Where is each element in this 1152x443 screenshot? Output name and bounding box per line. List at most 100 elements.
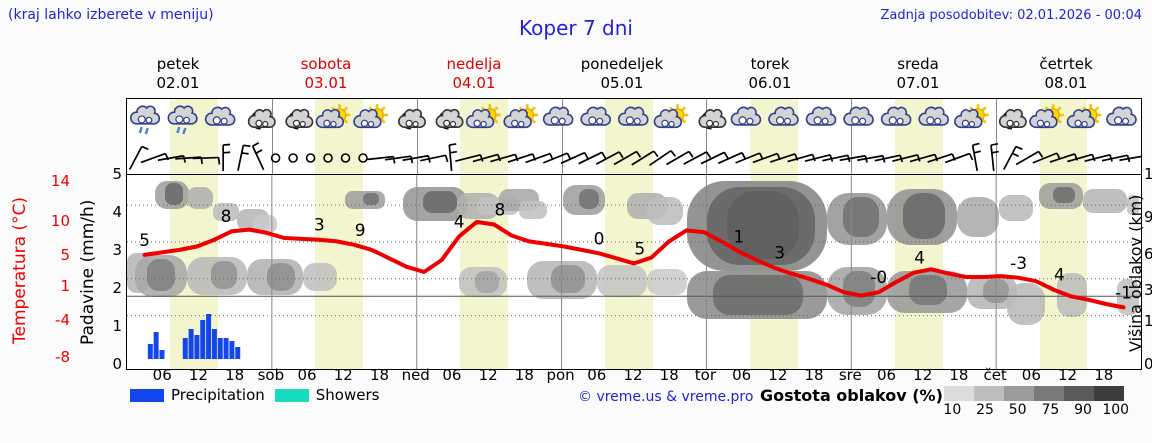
precipitation-bar bbox=[217, 338, 223, 359]
cloud-blob bbox=[475, 271, 499, 293]
cloud-blob bbox=[423, 191, 457, 213]
precipitation-bars bbox=[147, 314, 241, 359]
precipitation-tick: 5 bbox=[112, 165, 122, 183]
day-name: petek bbox=[156, 55, 200, 73]
cloud-height-tick: 3.5 bbox=[1144, 281, 1152, 299]
precipitation-bar bbox=[147, 344, 153, 359]
day-column-nedelja: nedelja 04.01 bbox=[400, 55, 548, 95]
wind-barb bbox=[971, 142, 982, 171]
x-tick-label: 12 bbox=[913, 366, 933, 384]
cloud-height-tick: 1.5 bbox=[1144, 312, 1152, 330]
wind-barb bbox=[787, 153, 816, 163]
last-updated-label: Zadnja posodobitev: 02.01.2026 - 00:04 bbox=[880, 8, 1142, 23]
x-tick-label: pon bbox=[546, 366, 575, 384]
sun-cloud-icon bbox=[1029, 104, 1064, 129]
cloud-density-step-label: 75 bbox=[1041, 402, 1060, 418]
day-date: 05.01 bbox=[600, 74, 644, 92]
wind-barb bbox=[140, 152, 170, 164]
x-tick-label: 12 bbox=[768, 366, 788, 384]
day-column-torek: torek 06.01 bbox=[696, 55, 844, 95]
x-tick-label: ned bbox=[401, 366, 430, 384]
day-name: sreda bbox=[897, 55, 939, 73]
wind-barb bbox=[323, 153, 333, 163]
temperature-label: 1 bbox=[733, 228, 744, 248]
precipitation-bar bbox=[211, 329, 217, 359]
precipitation-color-swatch bbox=[130, 388, 164, 402]
cloud-height-tick: 0 bbox=[1144, 355, 1152, 373]
wind-barb bbox=[448, 143, 458, 172]
cloud-density-step bbox=[1064, 386, 1094, 401]
sun-cloud-icon bbox=[353, 104, 388, 129]
cloud-blob bbox=[579, 189, 599, 209]
x-tick-label: sob bbox=[257, 366, 285, 384]
temperature-value-labels: 5 8 3 9 4 8 0 5 1 3 -0 4 -3 4 -1 bbox=[139, 200, 1132, 303]
wind-barb bbox=[1119, 155, 1141, 162]
cloud-blob bbox=[1053, 187, 1075, 203]
temperature-tick: -4 bbox=[55, 311, 70, 329]
sun-cloud-icon bbox=[503, 104, 539, 129]
x-tick-label: 12 bbox=[188, 366, 208, 384]
precipitation-legend: Precipitation Showers bbox=[130, 386, 379, 404]
legend-item-showers: Showers bbox=[274, 386, 379, 404]
wind-barb bbox=[222, 143, 231, 171]
x-tick-label: 06 bbox=[152, 366, 172, 384]
wind-barb bbox=[367, 155, 396, 164]
sun-cloud-icon bbox=[315, 104, 351, 129]
cloud-blob bbox=[253, 215, 277, 233]
day-name: ponedeljek bbox=[580, 55, 664, 73]
cloud-height-axis-title: Višina oblakov (km) bbox=[1126, 194, 1145, 352]
page-title: Koper 7 dni bbox=[519, 16, 633, 40]
wind-barb bbox=[288, 153, 298, 163]
cloud-density-legend: 10 25 50 75 90 100 bbox=[943, 386, 1132, 418]
wind-barb bbox=[944, 152, 974, 164]
cloud-icon bbox=[918, 106, 949, 126]
cloud-density-step bbox=[974, 386, 1004, 401]
showers-color-swatch bbox=[274, 388, 309, 402]
cloud-density-legend-title: Gostota oblakov (%) bbox=[760, 386, 943, 405]
day-date: 02.01 bbox=[156, 74, 200, 92]
wind-barb bbox=[128, 145, 149, 170]
x-axis-tick-labels: 06 12 18 sob 06 12 18 ned 06 12 18 pon 06 12 18 tor 06 12… bbox=[126, 366, 1140, 388]
cloud-blob bbox=[727, 191, 799, 259]
sun-cloud-icon bbox=[954, 104, 989, 129]
wind-barb bbox=[648, 150, 677, 166]
copyright-credit[interactable]: © vreme.us & vreme.pro bbox=[578, 389, 754, 405]
cloud-blob bbox=[303, 263, 337, 291]
wind-barb bbox=[358, 153, 368, 163]
moon-cloud-icon bbox=[247, 108, 276, 130]
wind-barb bbox=[666, 150, 694, 166]
wind-barb bbox=[157, 154, 187, 163]
cloud-rain-icon bbox=[129, 105, 161, 135]
x-tick-label: 12 bbox=[333, 366, 353, 384]
day-separator bbox=[706, 142, 708, 174]
day-name: četrtek bbox=[1039, 55, 1093, 73]
cloud-density-step bbox=[944, 386, 974, 401]
moon-cloud-icon bbox=[285, 108, 314, 130]
sun-cloud-icon bbox=[1066, 104, 1102, 129]
wind-barb bbox=[1067, 153, 1096, 163]
wind-barb bbox=[1015, 150, 1044, 166]
wind-barb bbox=[683, 151, 712, 165]
cloud-blob bbox=[1127, 195, 1139, 215]
cloud-blob bbox=[647, 197, 683, 225]
x-tick-label: 18 bbox=[225, 366, 245, 384]
cloud-density-step-label: 90 bbox=[1074, 402, 1092, 418]
temperature-tick: 14 bbox=[50, 172, 70, 190]
wind-barb bbox=[613, 150, 642, 166]
precipitation-bar bbox=[235, 347, 241, 359]
wind-barb bbox=[717, 151, 747, 165]
cloud-icon bbox=[843, 106, 874, 126]
precipitation-tick: 4 bbox=[112, 203, 122, 221]
precipitation-axis-title: Padavine (mm/h) bbox=[78, 199, 98, 345]
cloud-icon bbox=[768, 106, 799, 126]
wind-barb bbox=[305, 153, 316, 163]
day-date: 07.01 bbox=[896, 74, 940, 92]
gridlines bbox=[127, 175, 1141, 369]
temperature-label: 8 bbox=[221, 207, 232, 227]
temperature-tick: 1 bbox=[60, 277, 70, 295]
cloud-height-tick: 9.0 bbox=[1144, 208, 1152, 226]
cloud-blob bbox=[999, 195, 1033, 221]
cloud-height-tick: 6.0 bbox=[1144, 245, 1152, 263]
weather-icon-strip bbox=[126, 98, 1142, 143]
x-tick-label: 18 bbox=[949, 366, 969, 384]
